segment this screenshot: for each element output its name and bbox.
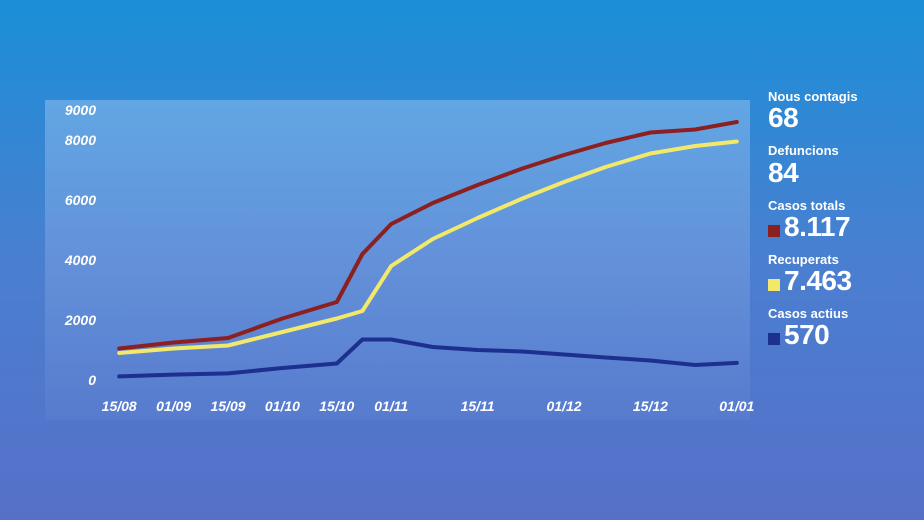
stat-value-line: 7.463 <box>768 267 908 295</box>
x-tick: 15/08 <box>102 398 137 414</box>
y-tick: 6000 <box>52 192 96 208</box>
y-tick: 2000 <box>52 312 96 328</box>
stat-value: 570 <box>784 319 829 350</box>
stat-item: Nous contagis68 <box>768 90 908 132</box>
x-tick: 01/10 <box>265 398 300 414</box>
stat-value-line: 570 <box>768 321 908 349</box>
stat-value-line: 84 <box>768 159 908 187</box>
chart-panel: 0 2000 4000 6000 8000 9000 15/08 01/09 15/09 01/1… <box>45 100 750 420</box>
series-recuperats <box>119 142 737 354</box>
x-tick: 01/01 <box>719 398 754 414</box>
stat-value: 84 <box>768 157 798 188</box>
x-tick: 01/09 <box>156 398 191 414</box>
x-tick: 15/09 <box>210 398 245 414</box>
legend-swatch <box>768 225 780 237</box>
stat-item: Recuperats7.463 <box>768 253 908 295</box>
stat-item: Casos totals8.117 <box>768 199 908 241</box>
stat-item: Defuncions84 <box>768 144 908 186</box>
x-tick: 01/11 <box>374 398 408 414</box>
stat-value-line: 8.117 <box>768 213 908 241</box>
x-tick: 15/11 <box>461 398 495 414</box>
x-tick: 01/12 <box>546 398 581 414</box>
x-tick: 15/12 <box>633 398 668 414</box>
stat-value: 68 <box>768 102 798 133</box>
x-tick: 15/10 <box>319 398 354 414</box>
stats-panel: Nous contagis68 Defuncions84 Casos totals8… <box>768 90 908 361</box>
y-tick: 8000 <box>52 132 96 148</box>
legend-swatch <box>768 333 780 345</box>
chart-svg <box>100 110 740 380</box>
stat-item: Casos actius570 <box>768 307 908 349</box>
stat-value: 7.463 <box>784 265 852 296</box>
stat-value-line: 68 <box>768 104 908 132</box>
legend-swatch <box>768 279 780 291</box>
y-tick: 9000 <box>52 102 96 118</box>
stat-value: 8.117 <box>784 211 850 242</box>
plot-area <box>100 110 740 380</box>
y-tick: 0 <box>52 372 96 388</box>
y-tick: 4000 <box>52 252 96 268</box>
